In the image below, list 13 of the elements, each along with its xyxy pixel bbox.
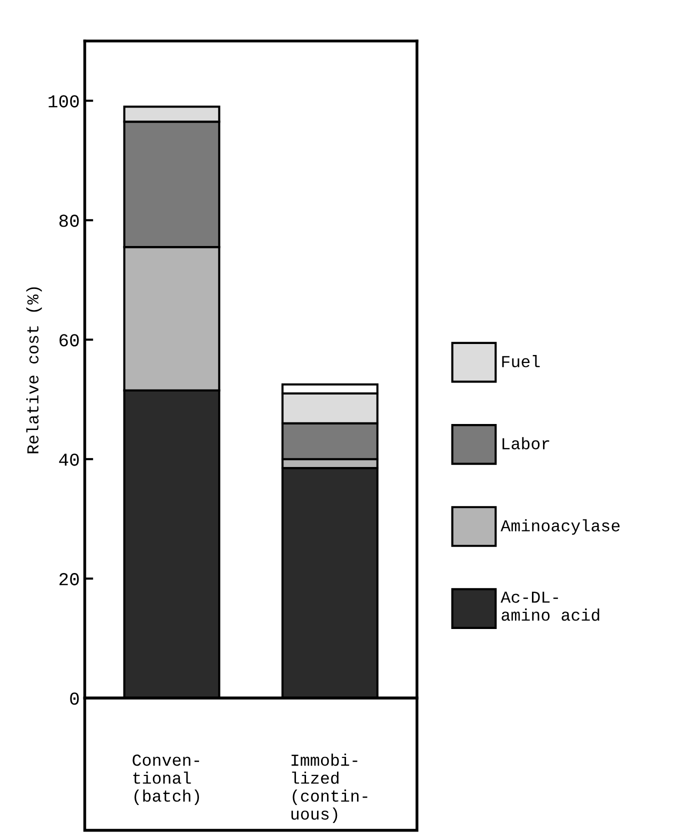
x-tick-label: Conven- tional (batch) <box>132 754 200 806</box>
y-tick-label: 40 <box>59 454 79 466</box>
y-tick-label: 80 <box>59 214 79 227</box>
x-tick-label: Immobi- lized (contin- uous) <box>291 754 368 824</box>
y-axis-title: Relative cost (%) <box>26 287 42 454</box>
y-tick-label: 20 <box>59 573 79 586</box>
legend-label: Labor <box>502 437 550 450</box>
y-tick-label: 100 <box>48 95 79 108</box>
legend-label: Fuel <box>502 355 540 368</box>
legend-label: Aminoacylase <box>500 519 620 535</box>
legend-label: Ac-DL- amino acid <box>500 592 600 621</box>
y-tick-label: 0 <box>70 692 79 705</box>
y-tick-label: 60 <box>60 334 79 346</box>
